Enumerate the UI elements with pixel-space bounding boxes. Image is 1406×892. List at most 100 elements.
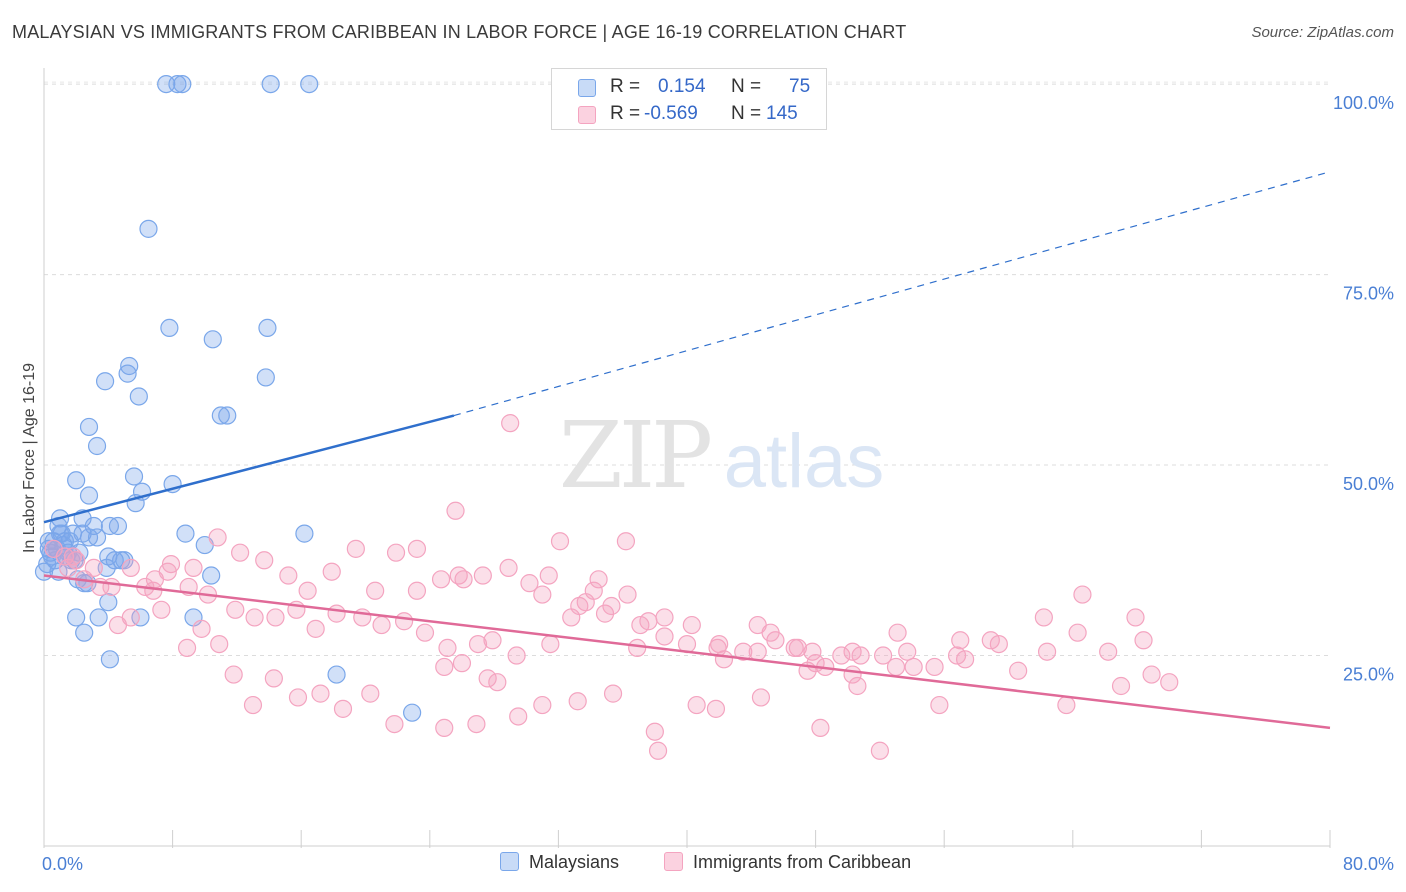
- legend-swatch-malaysians: [578, 79, 596, 97]
- trend-lines: [43, 171, 1331, 730]
- data-point: [1111, 676, 1131, 696]
- stats-legend: R = 0.154 N = 75 R = -0.569 N = 145: [551, 68, 827, 130]
- legend-r-value: 0.154: [658, 76, 706, 97]
- legend-label-malaysians: Malaysians: [529, 852, 620, 872]
- data-point: [108, 615, 128, 635]
- data-point: [507, 646, 526, 665]
- data-point: [803, 642, 822, 661]
- legend-r-value: -0.569: [644, 103, 698, 124]
- y-tick-label: 25.0%: [1343, 665, 1394, 685]
- data-point: [603, 684, 623, 703]
- data-point: [734, 642, 753, 661]
- data-point: [710, 634, 729, 654]
- data-point: [333, 699, 353, 718]
- data-point: [533, 585, 552, 604]
- data-point: [224, 665, 243, 684]
- legend-r-label: R =: [610, 76, 641, 97]
- data-point: [438, 638, 457, 658]
- data-point: [322, 562, 341, 581]
- data-point: [115, 551, 134, 570]
- data-point: [79, 417, 99, 437]
- data-point: [904, 657, 923, 677]
- trend-line-caribbean: [43, 574, 1331, 730]
- data-point: [478, 669, 497, 688]
- data-point: [1126, 608, 1145, 627]
- data-point: [483, 631, 502, 650]
- data-point: [255, 551, 274, 570]
- data-point: [279, 566, 298, 585]
- gridlines: [44, 81, 1330, 657]
- data-point: [1160, 673, 1179, 692]
- data-point: [168, 74, 187, 94]
- legend-r-label: R =: [610, 103, 641, 124]
- data-point: [177, 638, 197, 658]
- x-tick-label-max: 80.0%: [1343, 854, 1394, 874]
- data-point: [595, 604, 615, 623]
- data-point: [645, 722, 664, 741]
- data-point: [372, 615, 391, 635]
- data-point: [158, 562, 177, 581]
- legend-n-value: 75: [789, 76, 811, 97]
- data-point: [226, 600, 245, 619]
- data-point: [152, 600, 171, 619]
- data-point: [848, 676, 867, 696]
- data-point: [403, 703, 422, 722]
- data-point: [851, 646, 870, 665]
- data-point: [231, 543, 250, 562]
- data-point: [550, 532, 570, 551]
- legend-swatch-caribbean: [578, 106, 596, 124]
- data-point: [298, 581, 317, 600]
- data-point: [568, 692, 587, 711]
- data-point: [539, 566, 558, 585]
- data-point: [618, 585, 637, 604]
- data-point: [295, 524, 314, 543]
- data-point: [121, 558, 140, 578]
- data-point: [100, 516, 120, 536]
- data-point: [288, 688, 308, 707]
- data-point: [1134, 631, 1153, 650]
- chart-title: MALAYSIAN VS IMMIGRANTS FROM CARIBBEAN I…: [12, 22, 907, 42]
- data-point: [218, 406, 237, 425]
- data-point: [832, 646, 851, 665]
- data-point: [311, 684, 330, 703]
- data-point: [208, 528, 227, 547]
- data-point: [79, 486, 99, 505]
- data-point: [261, 74, 280, 94]
- data-point: [87, 436, 107, 456]
- data-point: [89, 608, 108, 627]
- trend-line-malaysians: [43, 414, 455, 524]
- data-point: [87, 528, 107, 547]
- data-point: [118, 364, 137, 383]
- trend-line-malaysians-extension: [453, 171, 1331, 417]
- data-point: [925, 657, 944, 677]
- data-point: [628, 638, 647, 658]
- data-point: [589, 570, 608, 589]
- data-point: [1099, 642, 1118, 661]
- data-point: [687, 695, 706, 715]
- legend-swatch-caribbean: [664, 852, 683, 871]
- data-point: [431, 570, 451, 589]
- data-point: [1034, 608, 1053, 627]
- legend-row-malaysians: R = 0.154 N = 75: [552, 73, 826, 101]
- data-point: [139, 219, 158, 238]
- data-point: [84, 558, 103, 578]
- axes: [43, 68, 1331, 848]
- data-point: [346, 539, 365, 558]
- data-point: [385, 714, 404, 734]
- data-point: [501, 414, 520, 433]
- data-point: [870, 741, 890, 760]
- data-point: [811, 718, 830, 738]
- y-tick-label: 50.0%: [1343, 474, 1394, 494]
- legend-label-caribbean: Immigrants from Caribbean: [693, 852, 912, 872]
- data-point: [499, 558, 518, 578]
- data-point: [467, 714, 486, 734]
- chart-source: Source: ZipAtlas.com: [1251, 24, 1394, 41]
- data-point: [327, 665, 346, 684]
- data-point: [243, 695, 263, 715]
- data-point: [361, 684, 380, 703]
- data-point: [602, 596, 621, 616]
- data-point: [706, 699, 726, 718]
- data-point: [576, 593, 595, 612]
- tick-labels: 25.0% 50.0% 75.0% 100.0% 0.0% 80.0%: [42, 93, 1394, 874]
